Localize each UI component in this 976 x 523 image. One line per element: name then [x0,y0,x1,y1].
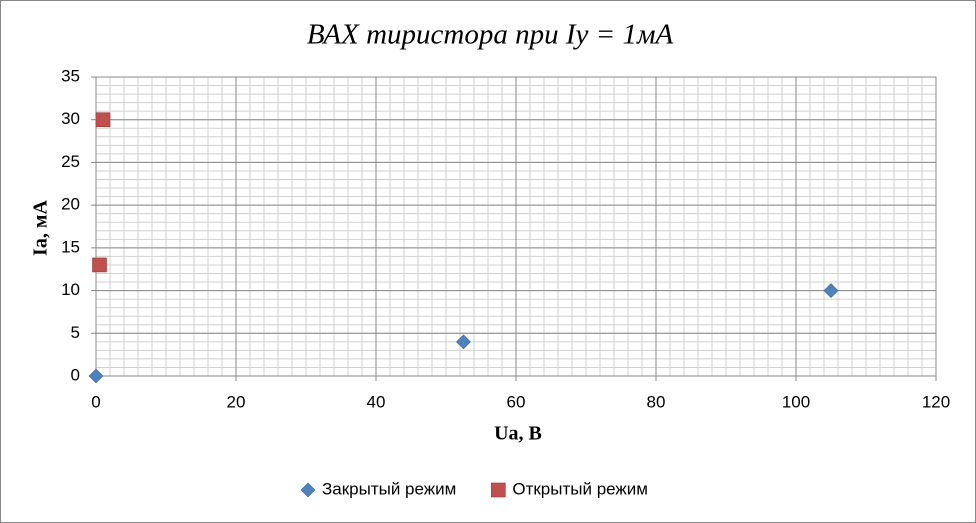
plot-area [95,76,937,377]
x-tick-label: 100 [782,392,810,411]
y-tick-label: 15 [61,237,80,256]
y-tick-label: 5 [71,323,80,342]
legend-item: Закрытый режим [300,479,456,498]
y-tick-label: 25 [61,152,80,171]
y-tick-label: 30 [61,109,80,128]
legend-marker [300,482,316,498]
legend-marker [491,482,506,498]
y-tick-label: 20 [61,195,80,214]
x-tick-label: 60 [507,392,526,411]
legend: Закрытый режим Открытый режим [300,479,648,498]
y-tick-label: 0 [71,365,80,384]
point [92,257,107,273]
legend-item: Открытый режим [491,479,648,498]
x-axis-label: Ua, B [494,423,542,445]
x-tick-label: 0 [91,392,100,411]
legend-label: Открытый режим [512,479,648,498]
y-tick-label: 35 [61,66,80,85]
point [456,334,471,350]
legend-label: Закрытый режим [322,479,456,498]
x-tick-label: 20 [227,392,246,411]
point [95,112,111,128]
point [823,283,839,298]
y-tick-label: 10 [61,280,80,299]
point [88,368,104,384]
x-tick-label: 120 [922,392,950,411]
x-tick-label: 40 [367,392,386,411]
x-tick-label: 80 [647,392,666,411]
chart-title: ВАХ тиристора при Iy = 1мА [307,19,674,51]
y-axis-label: Ia, мА [30,200,52,256]
